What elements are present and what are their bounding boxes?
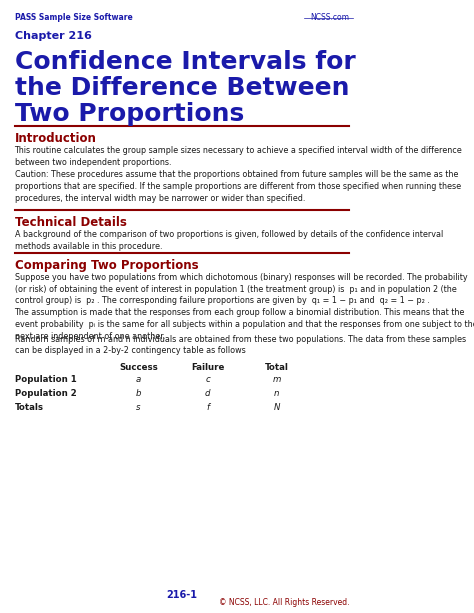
Text: c: c [205, 375, 210, 384]
Text: Caution: These procedures assume that the proportions obtained from future sampl: Caution: These procedures assume that th… [15, 170, 461, 203]
Text: Total: Total [264, 363, 289, 372]
Text: Chapter 216: Chapter 216 [15, 31, 91, 40]
Text: This routine calculates the group sample sizes necessary to achieve a specified : This routine calculates the group sample… [15, 146, 462, 167]
Text: Totals: Totals [15, 403, 44, 413]
Text: A background of the comparison of two proportions is given, followed by details : A background of the comparison of two pr… [15, 230, 443, 251]
Text: the Difference Between: the Difference Between [15, 76, 349, 100]
Text: Suppose you have two populations from which dichotomous (binary) responses will : Suppose you have two populations from wh… [15, 273, 467, 305]
Text: Two Proportions: Two Proportions [15, 102, 244, 126]
Text: PASS Sample Size Software: PASS Sample Size Software [15, 13, 132, 23]
Text: 216-1: 216-1 [166, 590, 198, 600]
Text: Confidence Intervals for: Confidence Intervals for [15, 50, 356, 74]
Text: N: N [273, 403, 280, 413]
Text: d: d [205, 389, 210, 398]
Text: Random samples of m and n individuals are obtained from these two populations. T: Random samples of m and n individuals ar… [15, 335, 465, 356]
Text: s: s [136, 403, 141, 413]
Text: m: m [273, 375, 281, 384]
Text: a: a [136, 375, 141, 384]
Text: © NCSS, LLC. All Rights Reserved.: © NCSS, LLC. All Rights Reserved. [219, 598, 349, 607]
Text: Comparing Two Proportions: Comparing Two Proportions [15, 259, 198, 272]
Text: n: n [274, 389, 279, 398]
Text: Failure: Failure [191, 363, 224, 372]
Text: The assumption is made that the responses from each group follow a binomial dist: The assumption is made that the response… [15, 308, 474, 341]
Text: Technical Details: Technical Details [15, 216, 127, 229]
Text: f: f [206, 403, 209, 413]
Text: Introduction: Introduction [15, 132, 96, 145]
Text: NCSS.com: NCSS.com [310, 13, 349, 23]
Text: Population 2: Population 2 [15, 389, 76, 398]
Text: Success: Success [119, 363, 158, 372]
Text: Population 1: Population 1 [15, 375, 76, 384]
Text: b: b [136, 389, 141, 398]
